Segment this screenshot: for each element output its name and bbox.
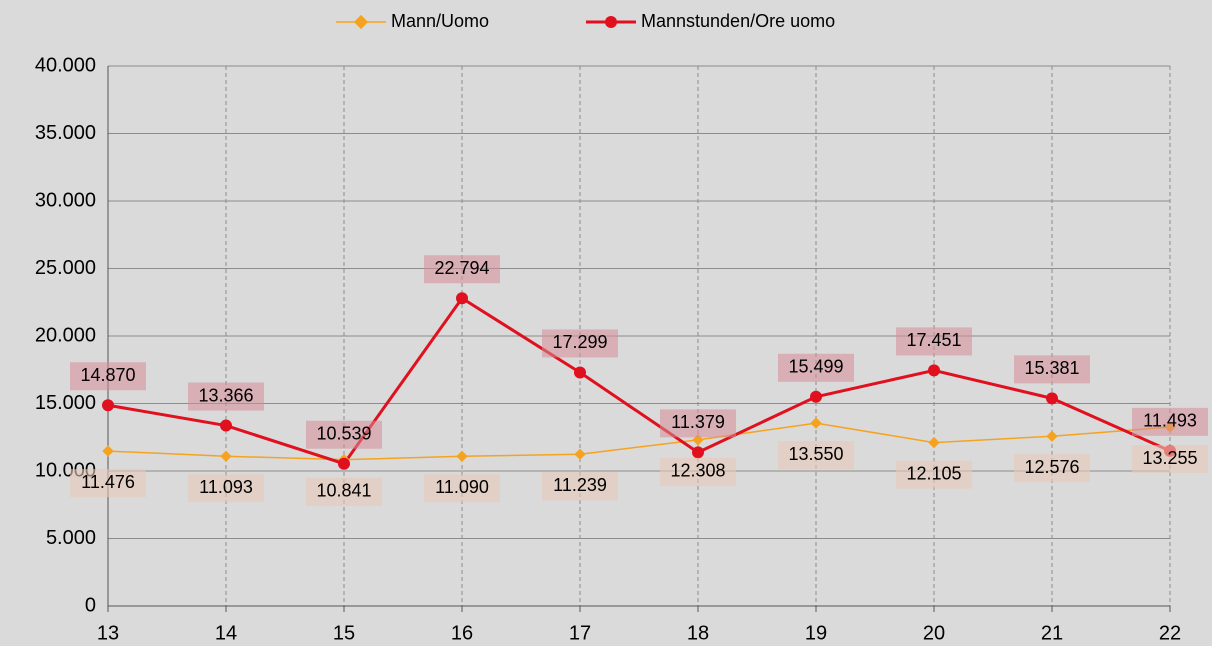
data-label: 12.308 (670, 461, 725, 481)
x-tick-label: 15 (333, 622, 355, 644)
point (220, 419, 232, 432)
data-label-bg (542, 329, 618, 358)
point (928, 364, 940, 377)
data-label: 12.105 (906, 463, 961, 483)
data-label: 17.299 (552, 332, 607, 352)
point (102, 399, 114, 412)
data-label-bg (660, 409, 736, 438)
x-tick-label: 13 (97, 622, 119, 644)
point (102, 445, 114, 457)
data-label: 10.841 (316, 480, 371, 500)
data-label-bg (1014, 454, 1090, 483)
point (692, 446, 704, 459)
data-label: 13.366 (198, 385, 253, 405)
data-label-bg (70, 469, 146, 498)
point (1046, 430, 1058, 442)
y-tick-label: 30.000 (35, 189, 96, 211)
y-tick-label: 35.000 (35, 122, 96, 144)
data-label: 14.870 (80, 365, 135, 385)
legend-marker (605, 16, 617, 28)
data-label-bg (188, 474, 264, 503)
point (574, 366, 586, 379)
data-label: 11.239 (553, 475, 607, 495)
legend-marker (353, 14, 369, 30)
x-tick-label: 16 (451, 622, 473, 644)
x-tick-label: 14 (215, 622, 237, 644)
y-tick-label: 0 (85, 594, 96, 616)
data-label-bg (424, 474, 500, 503)
data-label: 15.499 (788, 357, 843, 377)
point (338, 457, 350, 470)
data-label: 13.550 (788, 444, 843, 464)
series-line (107, 296, 1171, 466)
y-tick-label: 25.000 (35, 257, 96, 279)
data-label: 11.476 (81, 472, 135, 492)
point (810, 417, 822, 429)
x-tick-label: 20 (923, 622, 945, 644)
x-tick-label: 19 (805, 622, 827, 644)
data-label: 11.493 (1143, 411, 1197, 431)
data-label: 15.381 (1024, 358, 1079, 378)
data-label-bg (542, 472, 618, 501)
data-label-bg (188, 382, 264, 411)
data-label: 12.576 (1024, 457, 1079, 477)
x-tick-label: 21 (1041, 622, 1063, 644)
point (810, 390, 822, 403)
data-label-bg (1132, 407, 1208, 436)
data-label-bg (306, 477, 382, 506)
point (456, 292, 468, 305)
y-tick-label: 20.000 (35, 324, 96, 346)
data-label-bg (660, 457, 736, 486)
data-label-bg (896, 327, 972, 356)
x-tick-label: 17 (569, 622, 591, 644)
data-label: 13.255 (1142, 448, 1197, 468)
data-label: 17.451 (906, 330, 961, 350)
data-label-bg (70, 362, 146, 391)
legend-label: Mannstunden/Ore uomo (641, 11, 835, 31)
y-tick-label: 15.000 (35, 392, 96, 414)
point (574, 448, 586, 460)
data-label-bg (778, 441, 854, 470)
data-label: 22.794 (434, 258, 489, 278)
y-tick-label: 5.000 (46, 527, 96, 549)
data-label: 10.539 (316, 423, 371, 443)
point (928, 436, 940, 449)
legend-label: Mann/Uomo (391, 11, 489, 31)
data-label-bg (1014, 355, 1090, 384)
point (456, 450, 468, 462)
x-tick-label: 22 (1159, 622, 1181, 644)
data-label: 11.090 (435, 477, 489, 497)
data-label: 11.379 (671, 412, 725, 432)
y-tick-label: 40.000 (35, 54, 96, 76)
data-label: 11.093 (199, 477, 253, 497)
point (220, 450, 232, 462)
data-label-bg (896, 460, 972, 489)
data-label-bg (424, 255, 500, 284)
point (1046, 392, 1058, 405)
data-label-bg (1132, 445, 1208, 474)
data-label-bg (778, 353, 854, 382)
x-tick-label: 18 (687, 622, 709, 644)
series-line (107, 422, 1171, 461)
data-label-bg (306, 420, 382, 449)
